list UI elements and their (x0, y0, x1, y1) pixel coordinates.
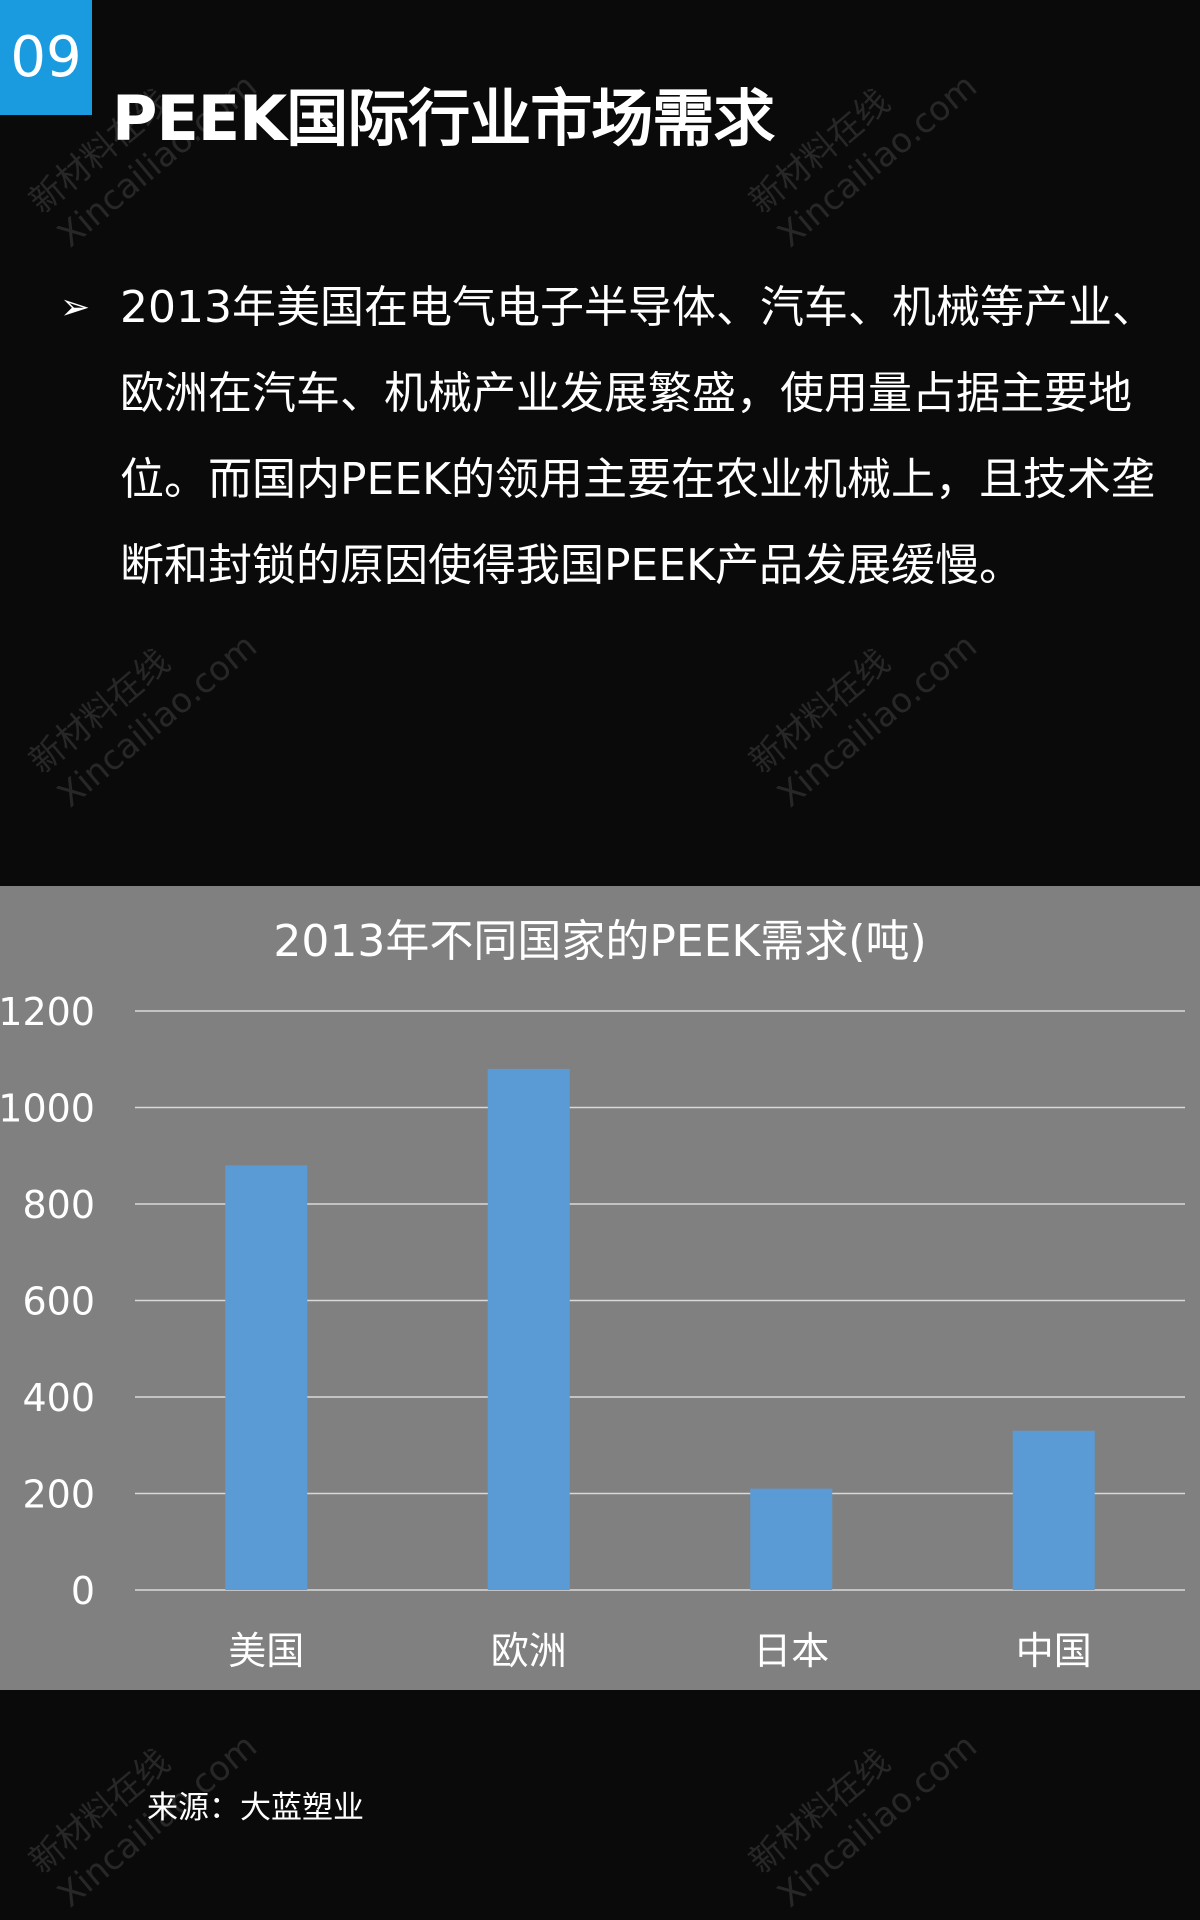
bar-chart: 2013年不同国家的PEEK需求(吨) 0 200 400 600 800 1000 120… (0, 916, 1185, 1673)
chart-panel: 2013年不同国家的PEEK需求(吨) 0 200 400 600 800 1000 120… (0, 886, 1200, 1690)
y-tick-label: 1000 (0, 1087, 95, 1131)
x-tick-label: 欧洲 (491, 1629, 567, 1673)
watermark: 新材料在线 Xincailiao.com (741, 1726, 985, 1916)
y-tick-label: 200 (22, 1473, 95, 1517)
bar-美国 (225, 1165, 308, 1590)
arrow-bullet-icon: ➢ (60, 287, 91, 328)
page-title: PEEK国际行业市场需求 (112, 82, 775, 155)
watermark: 新材料在线 Xincailiao.com (21, 626, 265, 816)
chart-title: 2013年不同国家的PEEK需求(吨) (273, 916, 926, 967)
bar-中国 (1012, 1430, 1095, 1590)
y-tick-label: 1200 (0, 990, 95, 1034)
y-tick-label: 400 (22, 1376, 95, 1420)
x-tick-label: 美国 (228, 1629, 304, 1673)
watermark: 新材料在线 Xincailiao.com (741, 626, 985, 816)
section-number: 09 (0, 0, 92, 115)
y-tick-label: 0 (71, 1569, 95, 1613)
bar-日本 (750, 1488, 833, 1590)
source-note: 来源：大蓝塑业 (147, 1790, 364, 1826)
bullet-text: 2013年美国在电气电子半导体、汽车、机械等产业、欧洲在汽车、机械产业发展繁盛，… (120, 282, 1156, 591)
x-tick-label: 日本 (753, 1629, 829, 1673)
watermark: 新材料在线 Xincailiao.com (741, 66, 985, 256)
bar-欧洲 (487, 1068, 570, 1590)
x-tick-label: 中国 (1016, 1629, 1092, 1673)
y-tick-label: 800 (22, 1183, 95, 1227)
y-tick-label: 600 (22, 1280, 95, 1324)
